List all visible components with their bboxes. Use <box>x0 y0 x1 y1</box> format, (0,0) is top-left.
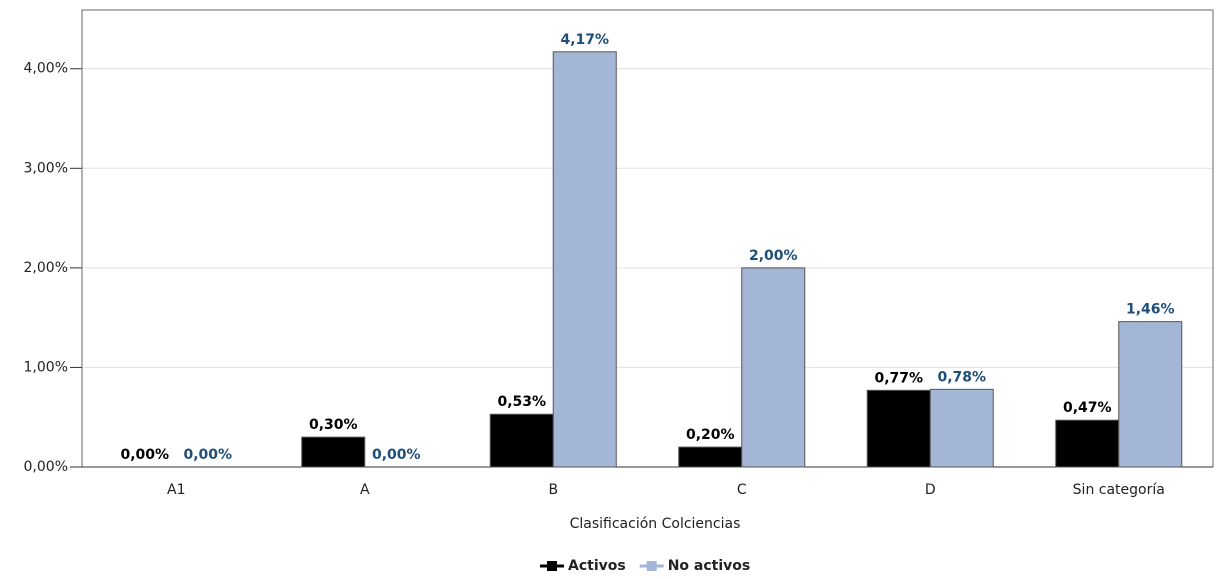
legend-marker <box>547 561 557 571</box>
value-label: 0,00% <box>372 447 421 463</box>
value-label: 0,00% <box>120 447 169 463</box>
bar <box>929 388 994 468</box>
bar <box>301 436 366 468</box>
x-tick-label: D <box>925 482 936 498</box>
value-label: 0,00% <box>183 447 232 463</box>
y-tick-label: 1,00% <box>24 359 68 375</box>
y-tick-label: 0,00% <box>24 459 68 475</box>
y-tick-label: 2,00% <box>24 260 68 276</box>
bar <box>678 446 743 468</box>
value-label: 0,20% <box>686 427 735 443</box>
bar <box>741 267 806 468</box>
bar <box>1118 321 1183 468</box>
value-label: 2,00% <box>749 248 798 264</box>
x-tick-label: A <box>360 482 370 498</box>
x-tick-label: Sin categoría <box>1073 482 1165 498</box>
bar <box>866 389 931 468</box>
bar <box>489 413 554 468</box>
value-label: 0,53% <box>497 394 546 410</box>
value-label: 0,47% <box>1063 400 1112 416</box>
x-tick-label: C <box>737 482 747 498</box>
value-label: 4,17% <box>560 32 609 48</box>
value-label: 1,46% <box>1126 302 1175 318</box>
legend-label: Activos <box>568 558 626 574</box>
plot-frame <box>81 9 1214 467</box>
value-label: 0,77% <box>874 370 923 386</box>
bar <box>552 51 617 468</box>
value-label: 0,78% <box>937 369 986 385</box>
legend-label: No activos <box>668 558 751 574</box>
x-tick-label: A1 <box>167 482 185 498</box>
value-label: 0,30% <box>309 417 358 433</box>
y-tick-label: 3,00% <box>24 160 68 176</box>
x-tick-label: B <box>548 482 558 498</box>
y-tick-label: 4,00% <box>24 61 68 77</box>
x-axis-label: Clasificación Colciencias <box>570 516 741 532</box>
legend-marker <box>646 561 657 571</box>
bar <box>1055 419 1120 468</box>
